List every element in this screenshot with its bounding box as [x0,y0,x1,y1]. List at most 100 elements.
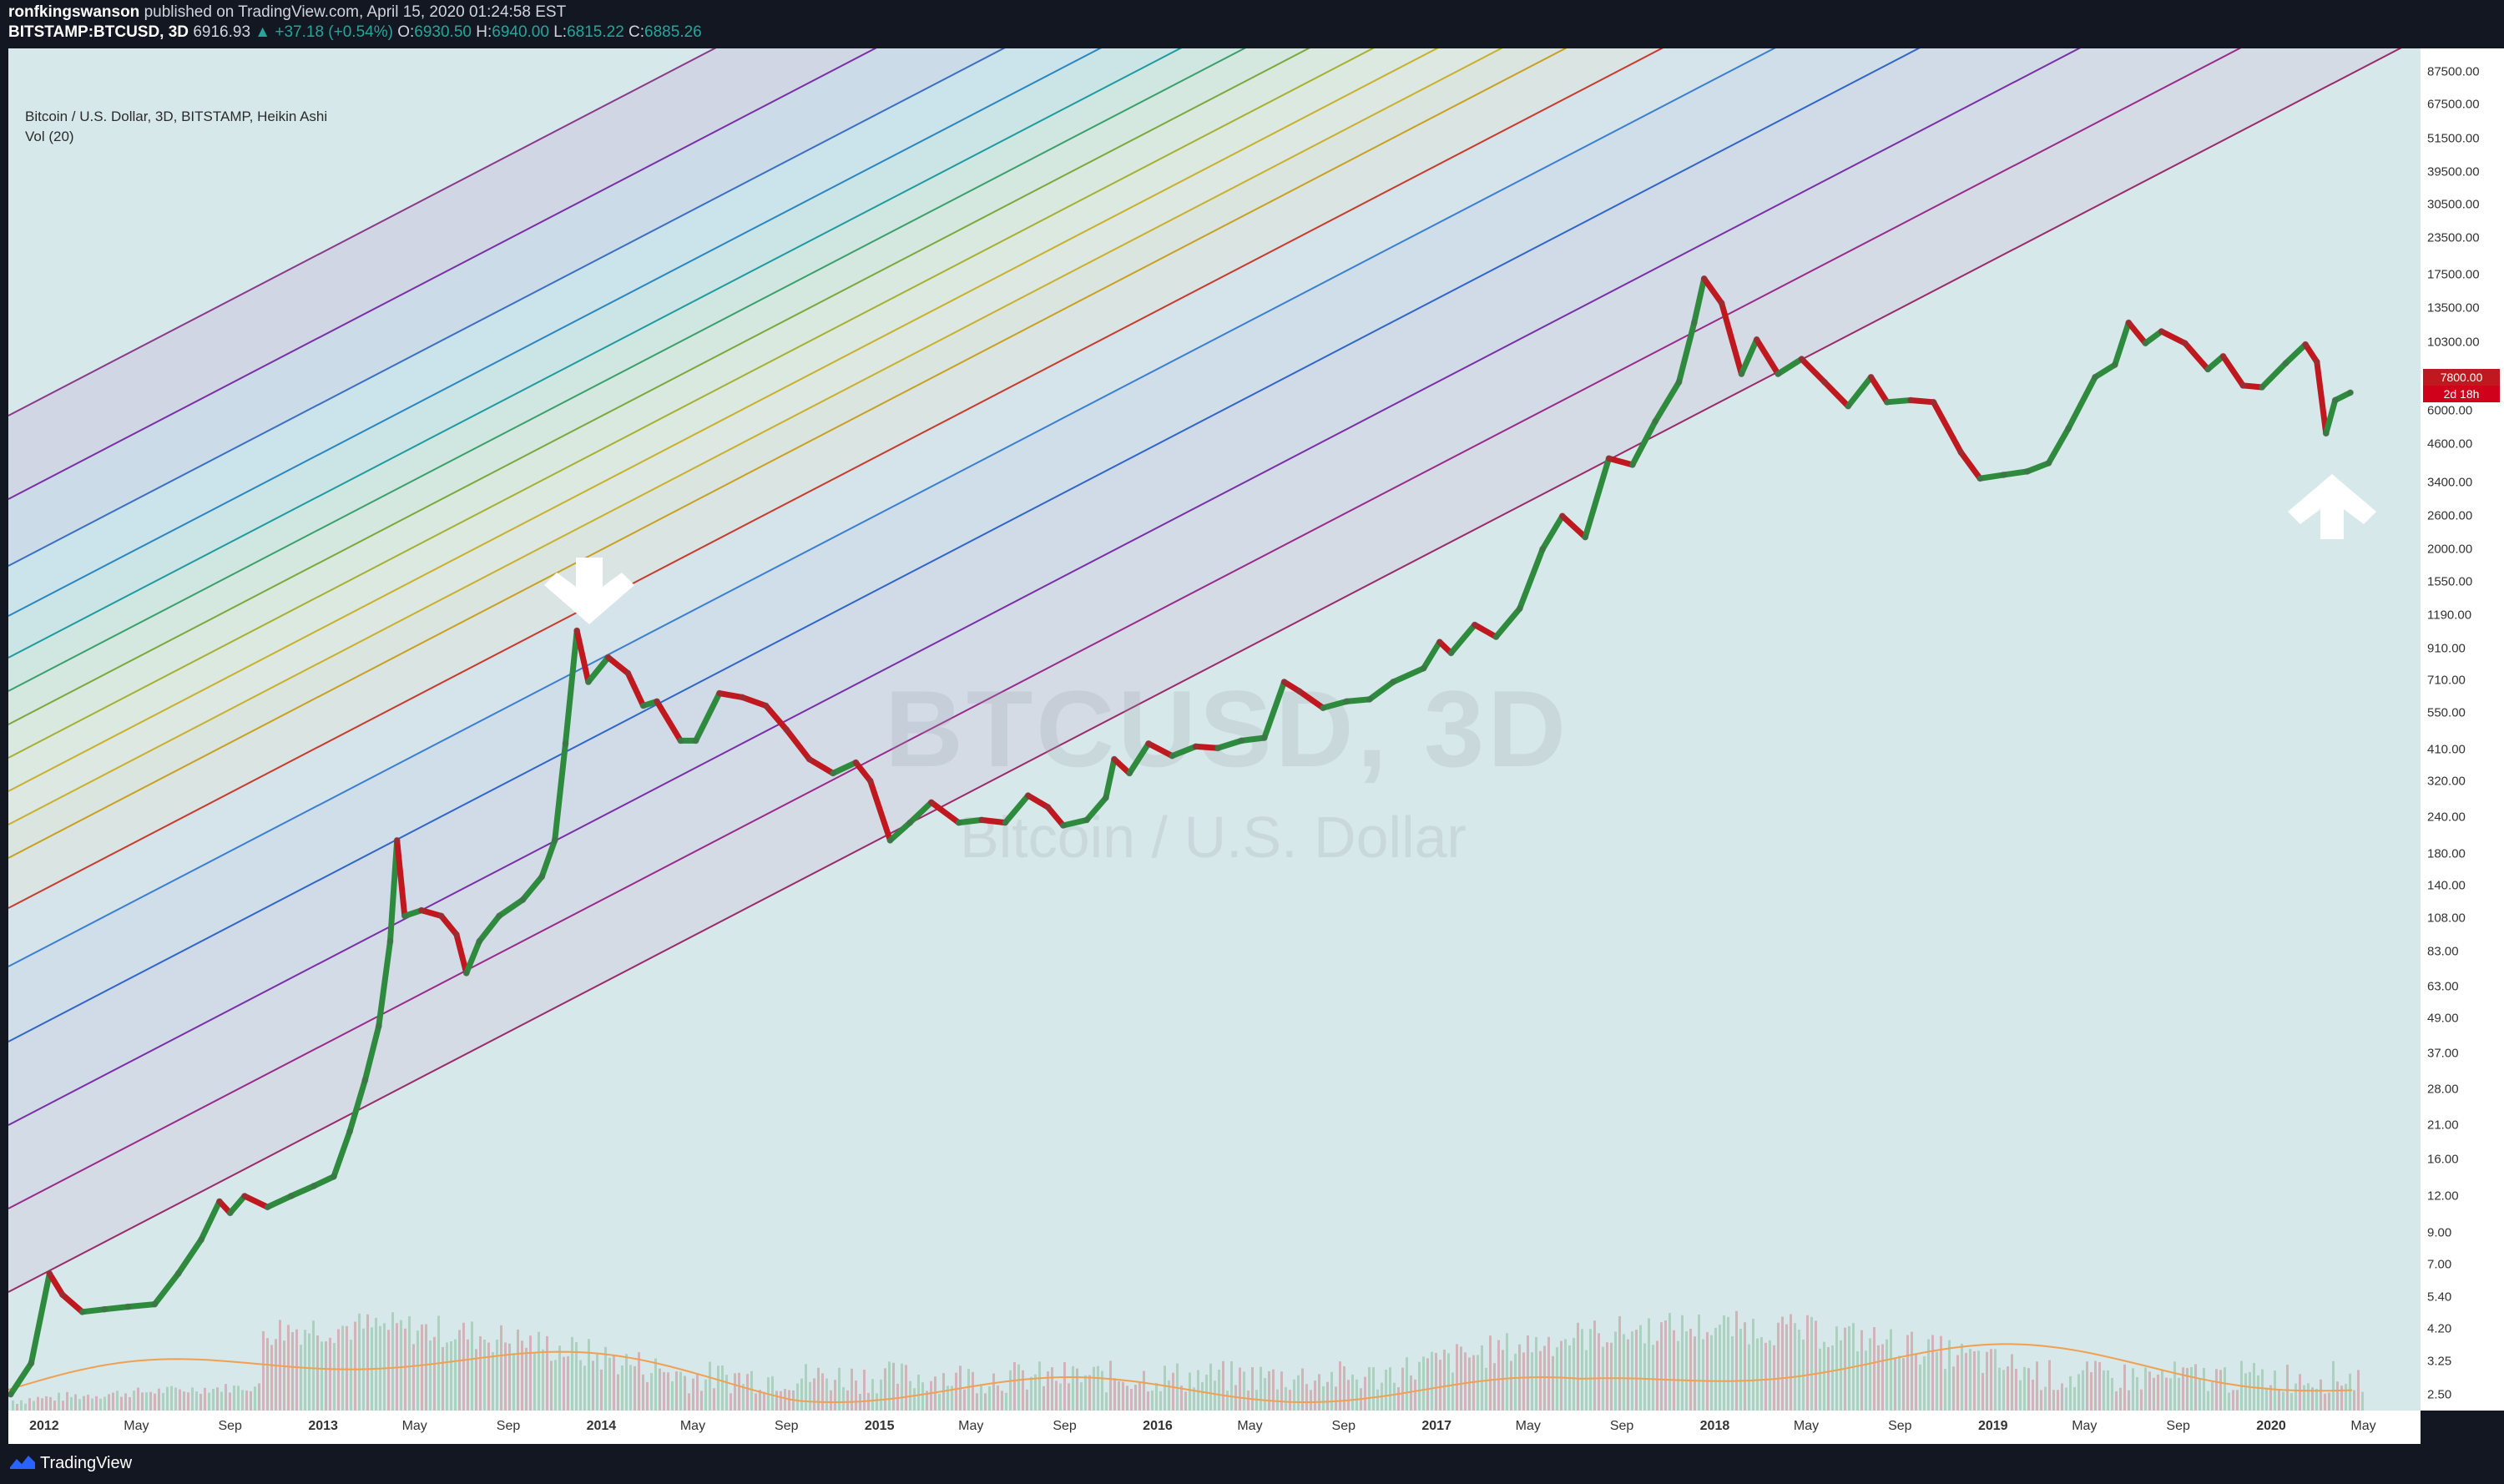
price-point [1024,792,1032,800]
volume-bar [880,1379,882,1411]
volume-bar [1673,1330,1675,1411]
volume-bar [450,1341,452,1411]
price-segment [2065,374,2098,432]
volume-bar [525,1347,528,1411]
price-tick: 240.00 [2427,810,2466,825]
volume-bar [1168,1380,1170,1411]
time-tick: Sep [1053,1419,1077,1433]
publisher-name[interactable]: ronfkingswanson [8,3,140,21]
volume-bar [1422,1356,1425,1411]
volume-bar [433,1336,436,1411]
volume-bar [1886,1339,1888,1411]
volume-bar [1497,1340,1500,1411]
time-axis[interactable]: 2012 May Sep 2013 May Sep 2014 May Sep 2015 May Sep… [8,1411,2421,1444]
time-tick: 2014 [586,1419,617,1433]
volume-bar [992,1373,995,1411]
price-segment [852,760,874,785]
price-segment [2314,359,2330,437]
price-tick: 10300.00 [2427,335,2480,350]
volume-bar [1881,1344,1884,1411]
volume-bar [2311,1387,2314,1411]
volume-bar [2048,1360,2051,1411]
close-label: C: [629,23,645,41]
open-label: O: [397,23,415,41]
volume-bar [391,1312,394,1411]
price-point [310,1182,318,1189]
volume-bar [1134,1384,1137,1411]
volume-bar [529,1335,532,1411]
volume-bar [775,1391,778,1411]
volume-bar [471,1321,473,1411]
price-point [783,726,790,734]
volume-bar [1727,1316,1729,1411]
price-point [264,1204,271,1211]
tradingview-logo-icon[interactable] [8,1452,37,1472]
volume-bar [1631,1331,1633,1411]
volume-bar [2236,1390,2239,1411]
volume-bar [1385,1369,1387,1411]
time-tick: Sep [2166,1419,2190,1433]
volume-bar [467,1339,469,1411]
chart-pane[interactable]: BTCUSD, 3D Bitcoin / U.S. Dollar Bitcoin… [8,48,2421,1411]
volume-bar [41,1398,43,1411]
channel-line [8,48,717,416]
price-point [401,912,408,920]
price-point [417,906,425,914]
volume-bar [2290,1393,2293,1411]
symbol-label: BITSTAMP:BTCUSD, 3D [8,23,189,41]
price-point [1907,396,1915,404]
volume-bar [1318,1374,1320,1411]
volume-bar [1364,1376,1366,1411]
price-tick: 4600.00 [2427,437,2473,452]
volume-bar [704,1379,707,1411]
price-tick: 67500.00 [2427,97,2480,112]
volume-bar [341,1325,344,1411]
volume-bar [1610,1342,1613,1411]
price-point [1447,649,1455,657]
volume-bar [1936,1351,1938,1411]
volume-bar [2336,1381,2339,1411]
price-point [1145,739,1153,747]
price-segment [124,1301,158,1310]
volume-bar [2261,1369,2264,1411]
volume-bar [483,1340,486,1411]
volume-bar [763,1391,765,1411]
open-value: 6930.50 [414,23,472,41]
volume-bar [1823,1341,1825,1411]
volume-bar [366,1314,369,1411]
series-title[interactable]: Bitcoin / U.S. Dollar, 3D, BITSTAMP, Hei… [25,109,328,124]
price-axis[interactable]: 87500.00 67500.00 51500.00 39500.00 30500.00… [2421,48,2504,1411]
price-point [330,1173,337,1180]
volume-bar [95,1396,98,1411]
volume-bar [1748,1344,1750,1411]
volume-bar [37,1396,39,1411]
volume-bar [2077,1374,2080,1411]
price-segment [1907,396,1937,406]
price-segment [830,760,859,776]
volume-bar [2153,1377,2155,1411]
volume-bar [1981,1372,1984,1411]
price-segment [1517,546,1546,612]
price-point [1366,695,1373,703]
price-segment [288,1183,317,1199]
price-segment [1083,795,1109,823]
volume-bar [734,1373,736,1411]
volume-bar [709,1361,711,1411]
price-tick: 12.00 [2427,1189,2459,1204]
volume-bar [2094,1360,2097,1411]
tradingview-brand[interactable]: TradingView [40,1454,133,1472]
price-point [1260,734,1268,741]
volume-bar [2119,1387,2122,1411]
price-segment [1111,756,1133,776]
volume-bar [1305,1384,1308,1411]
volume-bar [2073,1386,2076,1411]
price-point [2204,366,2212,373]
volume-bar [563,1356,565,1411]
price-point [215,1198,223,1205]
volume-indicator-label[interactable]: Vol (20) [25,129,74,144]
volume-bar [646,1381,649,1411]
volume-bar [1326,1381,1329,1411]
price-segment [394,837,408,919]
volume-bar [984,1393,987,1411]
volume-bar [1773,1345,1775,1411]
